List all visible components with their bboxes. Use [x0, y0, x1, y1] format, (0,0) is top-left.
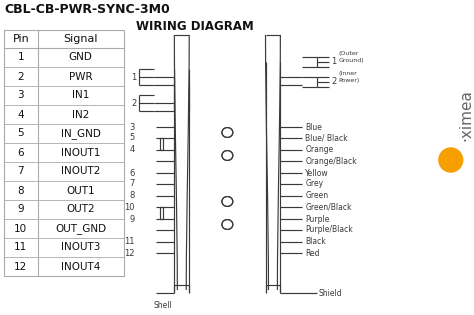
- Text: Blue: Blue: [305, 123, 322, 131]
- Text: OUT_GND: OUT_GND: [55, 223, 106, 234]
- Text: WIRING DIAGRAM: WIRING DIAGRAM: [136, 20, 254, 33]
- Text: Purple: Purple: [305, 215, 329, 224]
- Text: Shell: Shell: [154, 301, 173, 310]
- Text: 11: 11: [124, 238, 135, 247]
- Text: OUT2: OUT2: [66, 204, 95, 215]
- Text: OUT1: OUT1: [66, 186, 95, 196]
- Text: 4: 4: [18, 110, 24, 119]
- Text: 8: 8: [129, 192, 135, 201]
- Circle shape: [439, 148, 463, 172]
- Text: Power): Power): [339, 78, 360, 83]
- Text: Red: Red: [305, 249, 319, 257]
- Text: Orange/Black: Orange/Black: [305, 157, 357, 165]
- Text: 5: 5: [129, 134, 135, 142]
- Text: Green/Black: Green/Black: [305, 203, 352, 211]
- Text: GND: GND: [69, 53, 93, 62]
- Text: Orange: Orange: [305, 146, 333, 154]
- Text: ·ximea: ·ximea: [458, 89, 473, 141]
- Text: 6: 6: [18, 147, 24, 158]
- Text: 5: 5: [18, 129, 24, 139]
- Text: 3: 3: [129, 123, 135, 131]
- Text: IN1: IN1: [72, 90, 90, 100]
- Text: 1: 1: [18, 53, 24, 62]
- Text: INOUT2: INOUT2: [61, 167, 100, 176]
- Text: 3: 3: [18, 90, 24, 100]
- Text: CBL-CB-PWR-SYNC-3M0: CBL-CB-PWR-SYNC-3M0: [4, 3, 170, 16]
- Text: Yellow: Yellow: [305, 169, 329, 177]
- Text: 12: 12: [124, 249, 135, 257]
- Text: 10: 10: [124, 203, 135, 211]
- Text: 1: 1: [331, 58, 336, 66]
- Text: 10: 10: [14, 224, 27, 233]
- Text: (Inner: (Inner: [339, 71, 357, 76]
- Text: 4: 4: [129, 146, 135, 154]
- Bar: [4, 30, 124, 276]
- Text: (Outer: (Outer: [339, 51, 359, 56]
- Text: 7: 7: [129, 180, 135, 188]
- Text: Green: Green: [305, 192, 328, 201]
- Text: Blue/ Black: Blue/ Black: [305, 134, 348, 142]
- Text: Ground): Ground): [339, 58, 365, 63]
- Text: Signal: Signal: [64, 34, 98, 44]
- Text: Black: Black: [305, 238, 326, 247]
- Text: Grey: Grey: [305, 180, 323, 188]
- Text: 2: 2: [18, 72, 24, 82]
- Text: Shield: Shield: [318, 289, 342, 297]
- Text: 2: 2: [331, 77, 336, 87]
- Text: INOUT3: INOUT3: [61, 243, 100, 253]
- Text: PWR: PWR: [69, 72, 92, 82]
- Text: 7: 7: [18, 167, 24, 176]
- Text: 9: 9: [129, 215, 135, 224]
- Text: 9: 9: [18, 204, 24, 215]
- Text: 2: 2: [131, 99, 137, 107]
- Text: IN_GND: IN_GND: [61, 128, 100, 139]
- Text: Purple/Black: Purple/Black: [305, 226, 353, 234]
- Text: 11: 11: [14, 243, 27, 253]
- Text: INOUT1: INOUT1: [61, 147, 100, 158]
- Text: 8: 8: [18, 186, 24, 196]
- Text: 6: 6: [129, 169, 135, 177]
- Text: 12: 12: [14, 261, 27, 272]
- Text: IN2: IN2: [72, 110, 90, 119]
- Text: 1: 1: [131, 72, 137, 82]
- Text: Pin: Pin: [12, 34, 29, 44]
- Text: INOUT4: INOUT4: [61, 261, 100, 272]
